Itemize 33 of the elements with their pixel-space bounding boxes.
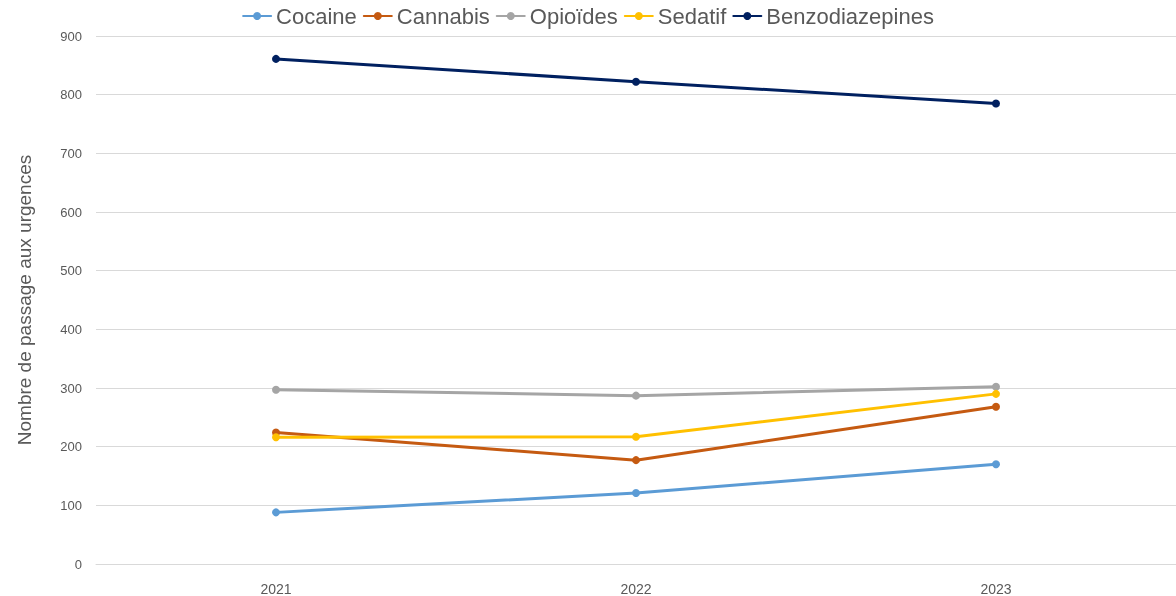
point — [632, 391, 640, 400]
y-tick-label: 0 — [74, 556, 82, 572]
y-tick-label: 300 — [60, 380, 82, 396]
point — [632, 432, 640, 441]
y-tick-label: 600 — [60, 204, 82, 220]
point — [632, 489, 640, 498]
y-axis-title: Nombre de passage aux urgences — [14, 154, 35, 446]
legend-label: Opioïdes — [529, 3, 618, 29]
y-tick-label: 900 — [60, 28, 82, 44]
x-tick-label: 2021 — [260, 581, 292, 596]
legend-label: Cocaine — [276, 3, 357, 29]
point — [632, 456, 640, 465]
point — [992, 389, 1000, 398]
legend-label: Cannabis — [396, 3, 490, 29]
point — [992, 99, 1000, 108]
point — [992, 460, 1000, 469]
point — [272, 508, 280, 517]
y-tick-label: 400 — [60, 321, 82, 337]
point — [992, 382, 1000, 391]
point — [272, 54, 280, 63]
point — [272, 385, 280, 394]
x-tick-label: 2022 — [620, 581, 652, 596]
legend-label: Benzodiazepines — [766, 3, 934, 29]
y-tick-label: 100 — [60, 497, 82, 513]
y-tick-label: 700 — [60, 145, 82, 161]
y-tick-label: 800 — [60, 87, 82, 103]
x-tick-label: 2023 — [980, 581, 1012, 596]
y-tick-label: 500 — [60, 263, 82, 279]
y-tick-label: 200 — [60, 439, 82, 455]
legend-label: Sedatif — [657, 3, 728, 29]
point — [632, 77, 640, 86]
point — [992, 402, 1000, 411]
point — [272, 433, 280, 442]
